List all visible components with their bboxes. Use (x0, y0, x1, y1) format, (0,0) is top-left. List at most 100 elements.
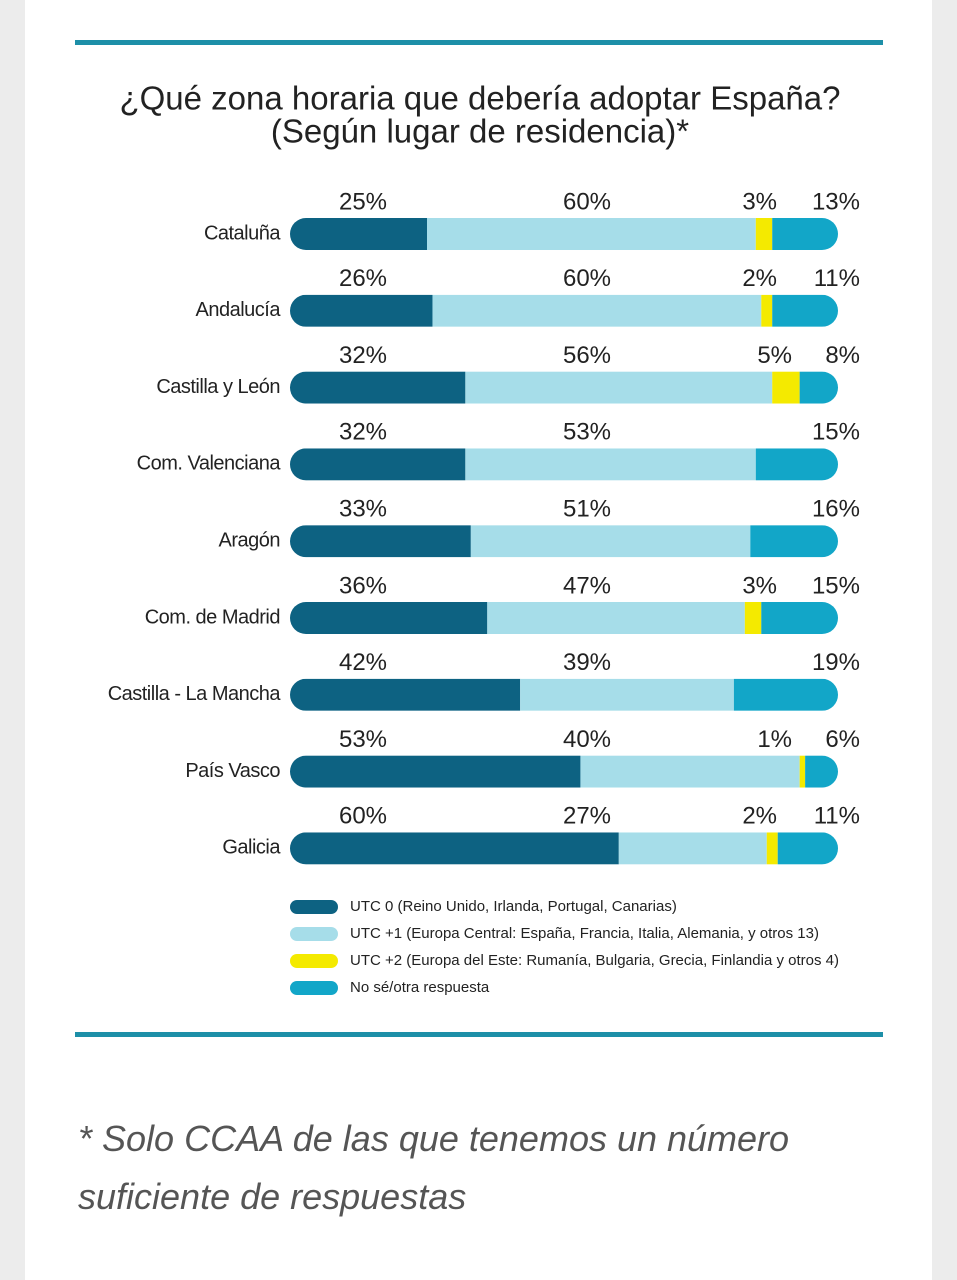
value-label: 32% (339, 419, 387, 446)
legend-label: UTC 0 (Reino Unido, Irlanda, Portugal, C… (350, 898, 677, 915)
category-label: Galicia (222, 837, 281, 859)
value-label: 2% (742, 803, 777, 830)
legend-swatch (290, 954, 338, 968)
value-label: 39% (563, 649, 611, 676)
value-label: 26% (339, 265, 387, 292)
bar-row (290, 602, 838, 634)
bar-segment (733, 678, 838, 711)
bar-segment (487, 602, 745, 634)
bar-segment (761, 602, 838, 634)
value-label: 25% (339, 188, 387, 215)
value-label: 60% (339, 803, 387, 830)
value-label: 32% (339, 342, 387, 369)
value-label: 16% (812, 496, 860, 523)
bar-segment (755, 218, 773, 250)
bar-row (290, 371, 838, 404)
bar-segment (618, 832, 767, 865)
value-label: 60% (563, 265, 611, 292)
bar-segment (290, 832, 619, 865)
category-label: Aragón (219, 529, 281, 551)
bar-segment (427, 218, 756, 250)
bar-segment (755, 448, 838, 481)
legend-swatch (290, 927, 338, 941)
category-label: Castilla - La Mancha (108, 683, 282, 705)
bar-row (290, 832, 838, 865)
legend-label: UTC +1 (Europa Central: España, Francia,… (350, 925, 819, 942)
chart-title: ¿Qué zona horaria que debería adoptar Es… (119, 80, 840, 117)
category-label: País Vasco (185, 760, 280, 782)
bar-row (290, 525, 838, 558)
value-label: 2% (742, 265, 777, 292)
bar-row (290, 755, 838, 788)
legend-label: No sé/otra respuesta (350, 979, 490, 996)
bar-segment (290, 371, 466, 404)
bar-segment (290, 602, 488, 634)
bar-segment (290, 755, 581, 788)
value-label: 42% (339, 649, 387, 676)
value-label: 53% (563, 419, 611, 446)
bar-segment (772, 218, 838, 250)
value-label: 5% (757, 342, 792, 369)
value-label: 47% (563, 572, 611, 599)
chart: ¿Qué zona horaria que debería adoptar Es… (75, 40, 883, 1037)
bar-segment (777, 832, 838, 865)
bottom-rule (75, 1032, 883, 1037)
bar-segment (744, 602, 762, 634)
bar-segment (520, 678, 734, 711)
bar-segment (799, 371, 838, 404)
bar-segment (772, 294, 838, 327)
value-label: 56% (563, 342, 611, 369)
value-label: 13% (812, 188, 860, 215)
bar-segment (766, 832, 778, 865)
bar-segment (465, 448, 756, 481)
value-label: 6% (825, 726, 860, 753)
value-label: 19% (812, 649, 860, 676)
category-label: Castilla y León (156, 376, 280, 398)
bar-segment (799, 755, 806, 788)
bar-segment (432, 294, 762, 327)
value-label: 15% (812, 419, 860, 446)
footnote: * Solo CCAA de las que tenemos un número… (78, 1118, 790, 1217)
value-label: 40% (563, 726, 611, 753)
bar-segment (290, 678, 521, 711)
top-rule (75, 40, 883, 45)
bar-row (290, 678, 838, 711)
value-label: 36% (339, 572, 387, 599)
bar-segment (750, 525, 838, 558)
value-label: 15% (812, 572, 860, 599)
bar-segment (470, 525, 751, 558)
legend-swatch (290, 981, 338, 995)
value-label: 8% (825, 342, 860, 369)
value-label: 3% (742, 188, 777, 215)
value-label: 60% (563, 188, 611, 215)
bar-segment (290, 294, 433, 327)
bar-segment (290, 525, 471, 558)
bar-row (290, 218, 838, 250)
value-label: 11% (814, 265, 860, 292)
value-label: 51% (563, 496, 611, 523)
category-label: Com. de Madrid (145, 606, 280, 628)
bar-row (290, 448, 838, 481)
value-label: 53% (339, 726, 387, 753)
bar-segment (580, 755, 800, 788)
category-label: Cataluña (204, 222, 281, 244)
legend-swatch (290, 900, 338, 914)
chart-subtitle: (Según lugar de residencia)* (271, 113, 689, 150)
card (25, 0, 932, 1280)
bar-row (290, 294, 838, 327)
value-label: 3% (742, 572, 777, 599)
bar-segment (761, 294, 773, 327)
bar-segment (290, 218, 427, 250)
bar-segment (805, 755, 838, 788)
value-label: 33% (339, 496, 387, 523)
legend-label: UTC +2 (Europa del Este: Rumanía, Bulgar… (350, 952, 839, 969)
category-label: Com. Valenciana (137, 453, 282, 475)
value-label: 1% (757, 726, 792, 753)
value-label: 27% (563, 803, 611, 830)
category-label: Andalucía (196, 299, 282, 321)
bar-segment (772, 371, 800, 404)
value-label: 11% (814, 803, 860, 830)
bar-segment (290, 448, 466, 481)
bar-segment (465, 371, 773, 404)
